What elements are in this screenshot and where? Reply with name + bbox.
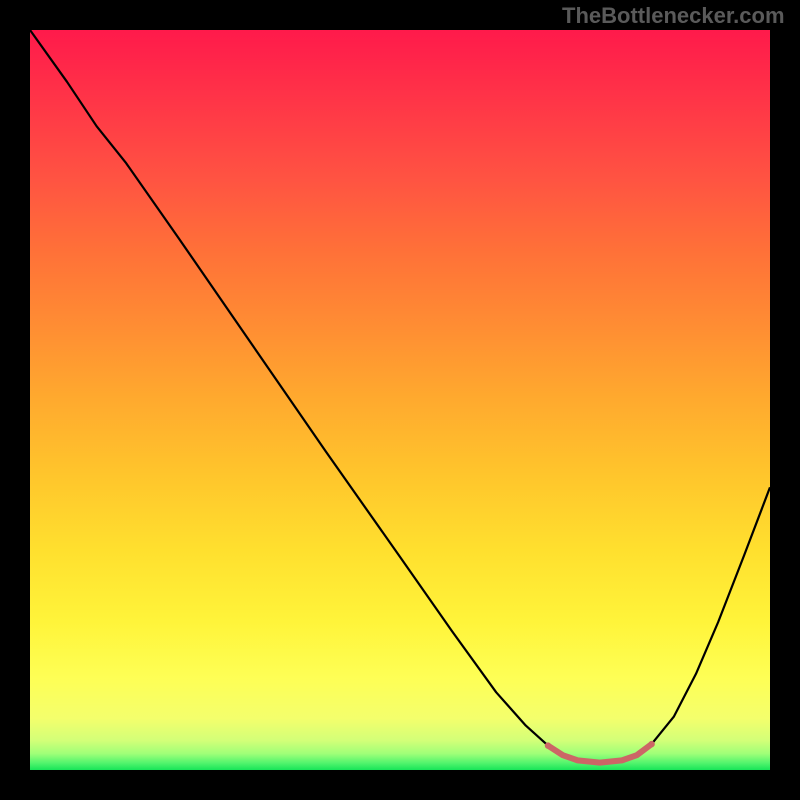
plot-area — [30, 30, 770, 770]
watermark-text: TheBottlenecker.com — [562, 3, 785, 29]
plot-background — [30, 30, 770, 770]
flat-band-end-dot — [648, 741, 654, 747]
plot-svg — [30, 30, 770, 770]
flat-band-end-dot — [545, 742, 551, 748]
